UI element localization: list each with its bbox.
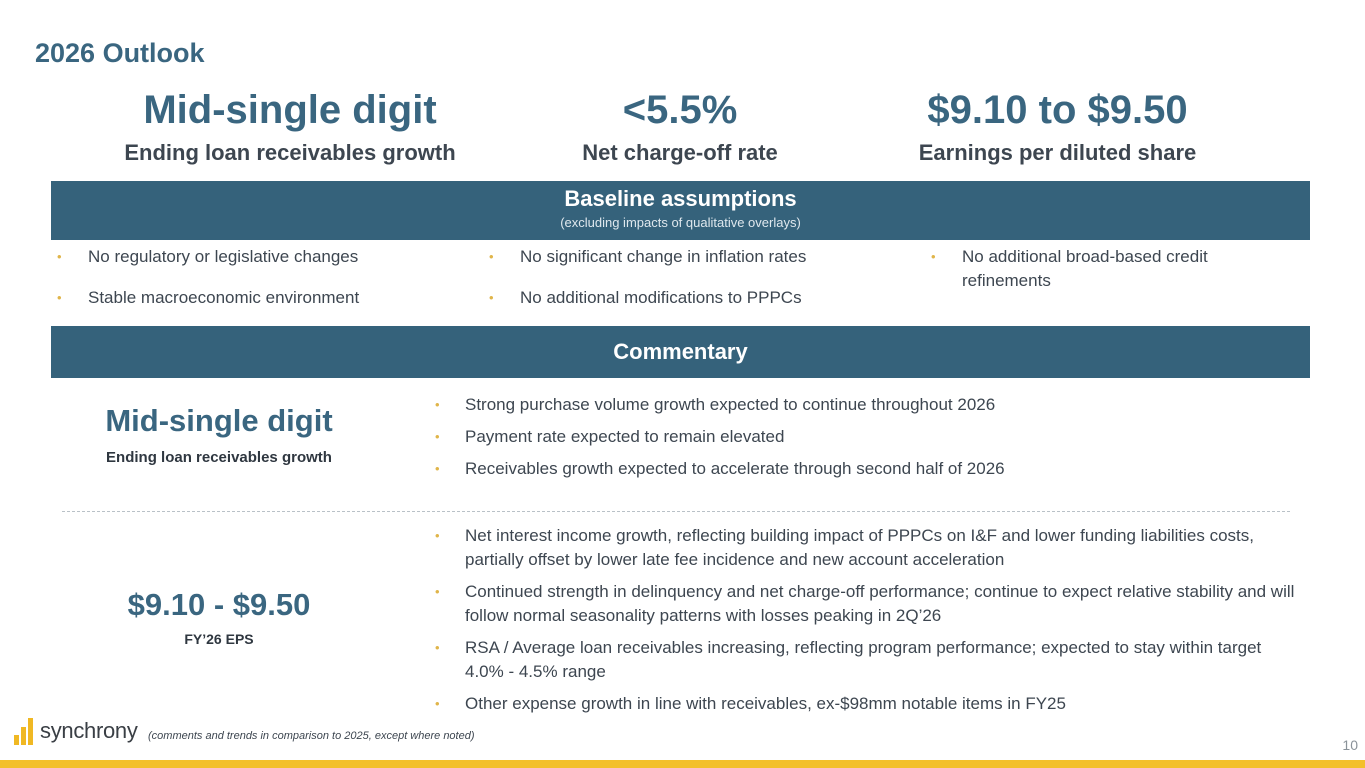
commentary-kpi-loan-growth: Mid-single digit Ending loan receivables…	[60, 403, 378, 466]
logo-wordmark: synchrony	[40, 718, 138, 743]
bullet-icon: •	[435, 429, 440, 444]
logo-bars-icon	[14, 717, 36, 745]
kpi-label: Net charge-off rate	[582, 140, 778, 165]
bullet-icon: •	[57, 290, 62, 305]
bullet-icon: •	[435, 640, 440, 655]
kpi-label: FY’26 EPS	[184, 631, 254, 647]
footnote: (comments and trends in comparison to 20…	[148, 730, 475, 742]
page-number: 10	[1342, 737, 1358, 753]
section-divider	[62, 511, 1290, 512]
commentary-bullet: • RSA / Average loan receivables increas…	[435, 638, 1262, 681]
kpi-value: Mid-single digit	[105, 403, 333, 438]
commentary-bullet: • Payment rate expected to remain elevat…	[435, 425, 1295, 449]
bullet-icon: •	[489, 249, 494, 264]
baseline-subheading: (excluding impacts of qualitative overla…	[560, 215, 801, 230]
bullet-icon: •	[435, 528, 440, 543]
bullet-icon: •	[57, 249, 62, 264]
kpi-label: Ending loan receivables growth	[106, 449, 332, 466]
bottom-accent-bar	[0, 760, 1365, 768]
bullet-icon: •	[435, 584, 440, 599]
bullet-icon: •	[489, 290, 494, 305]
kpi-value: Mid-single digit	[143, 88, 437, 132]
kpi-value: $9.10 - $9.50	[127, 587, 311, 622]
commentary-bullet: • Other expense growth in line with rece…	[435, 692, 1295, 716]
commentary-heading: Commentary	[613, 339, 748, 364]
baseline-item: • No additional broad-based credit refin…	[931, 247, 1208, 290]
commentary-header: Commentary	[51, 326, 1310, 378]
page-title: 2026 Outlook	[35, 38, 205, 68]
baseline-item: • No regulatory or legislative changes	[57, 245, 457, 269]
bullet-icon: •	[435, 696, 440, 711]
kpi-label: Earnings per diluted share	[918, 140, 1197, 165]
baseline-header: Baseline assumptions (excluding impacts …	[51, 181, 1310, 240]
baseline-item: • Stable macroeconomic environment	[57, 286, 457, 310]
synchrony-logo: synchrony	[14, 717, 138, 745]
commentary-bullet: • Strong purchase volume growth expected…	[435, 393, 1295, 417]
kpi-value: <5.5%	[622, 88, 738, 132]
bullet-icon: •	[931, 249, 936, 264]
baseline-item: • No additional modifications to PPPCs	[489, 286, 909, 310]
baseline-heading: Baseline assumptions	[564, 186, 797, 211]
commentary-bullet: • Continued strength in delinquency and …	[435, 582, 1295, 625]
kpi-label: Ending loan receivables growth	[124, 140, 456, 165]
commentary-bullet: • Receivables growth expected to acceler…	[435, 457, 1295, 481]
commentary-kpi-eps: $9.10 - $9.50 FY’26 EPS	[60, 587, 378, 647]
baseline-item: • No significant change in inflation rat…	[489, 245, 909, 269]
kpi-net-charge-off: <5.5% Net charge-off rate	[530, 86, 830, 166]
bullet-icon: •	[435, 461, 440, 476]
kpi-loan-growth: Mid-single digit Ending loan receivables…	[85, 86, 495, 166]
kpi-value: $9.10 to $9.50	[927, 88, 1188, 132]
kpi-eps: $9.10 to $9.50 Earnings per diluted shar…	[880, 86, 1235, 166]
bullet-icon: •	[435, 397, 440, 412]
commentary-bullet: • Net interest income growth, reflecting…	[435, 526, 1254, 569]
